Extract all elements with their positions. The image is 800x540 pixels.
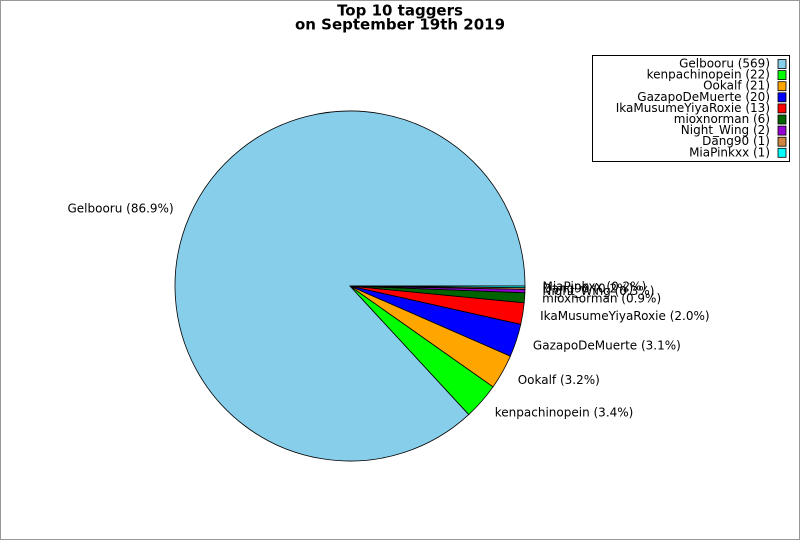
slice-label: mioxnorman (0.9%) <box>542 291 661 305</box>
legend-swatch <box>777 136 787 147</box>
legend-swatch <box>777 59 787 69</box>
legend-swatch <box>777 147 787 158</box>
legend-label: IkaMusumeYiyaRoxie (13) <box>616 101 770 115</box>
legend-swatch <box>777 125 787 136</box>
slice-label: Ookalf (3.2%) <box>518 373 600 387</box>
legend-swatch <box>777 81 787 92</box>
legend-label: MiaPinkxx (1) <box>689 145 770 159</box>
slice-label: IkaMusumeYiyaRoxie (2.0%) <box>540 309 709 323</box>
legend-swatch <box>777 70 787 80</box>
legend-label: kenpachinopein (22) <box>647 68 770 82</box>
chart-subtitle: on September 19th 2019 <box>295 16 505 34</box>
legend-label: Gelbooru (569) <box>679 57 770 71</box>
legend-swatch <box>777 114 787 125</box>
legend-swatch <box>777 92 787 103</box>
legend-box <box>592 55 790 162</box>
slice-label: Gelbooru (86.9%) <box>67 201 173 215</box>
slice-label: Dang90 (0.2%) <box>542 281 633 295</box>
legend-label: Ookalf (21) <box>703 79 770 93</box>
legend-label: Night_Wing (2) <box>681 123 770 137</box>
slice-label: GazapoDeMuerte (3.1%) <box>533 338 681 352</box>
slice-label: kenpachinopein (3.4%) <box>495 405 634 419</box>
pie-slice <box>349 285 526 289</box>
slice-label: MiaPinkxx (0.2%) <box>542 279 646 293</box>
slice-label: Night_Wing (0.3%) <box>542 284 654 298</box>
legend-label: mioxnorman (6) <box>674 112 770 126</box>
legend-label: Dang90 (1) <box>702 134 770 148</box>
legend-label: GazapoDeMuerte (20) <box>637 90 770 104</box>
legend-swatch <box>777 103 787 114</box>
chart-title: Top 10 taggers <box>337 2 463 20</box>
